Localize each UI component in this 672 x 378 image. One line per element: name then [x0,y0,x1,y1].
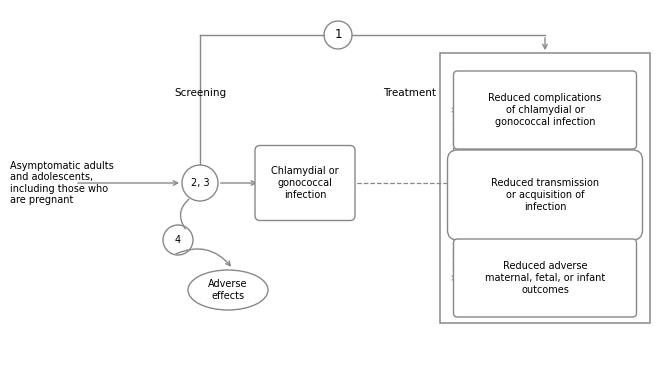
Text: Chlamydial or
gonococcal
infection: Chlamydial or gonococcal infection [271,166,339,200]
FancyBboxPatch shape [454,71,636,149]
Text: Treatment: Treatment [384,88,437,98]
Text: Screening: Screening [174,88,226,98]
FancyBboxPatch shape [440,53,650,323]
FancyBboxPatch shape [454,239,636,317]
Text: Reduced adverse
maternal, fetal, or infant
outcomes: Reduced adverse maternal, fetal, or infa… [485,262,605,294]
Text: 4: 4 [175,235,181,245]
Text: Reduced complications
of chlamydial or
gonococcal infection: Reduced complications of chlamydial or g… [489,93,601,127]
Text: Reduced transmission
or acquisition of
infection: Reduced transmission or acquisition of i… [491,178,599,212]
Text: 1: 1 [334,28,342,42]
FancyBboxPatch shape [448,150,642,240]
FancyBboxPatch shape [255,146,355,220]
Text: Asymptomatic adults
and adolescents,
including those who
are pregnant: Asymptomatic adults and adolescents, inc… [10,161,114,205]
Text: 2, 3: 2, 3 [191,178,209,188]
Text: Adverse
effects: Adverse effects [208,279,248,301]
